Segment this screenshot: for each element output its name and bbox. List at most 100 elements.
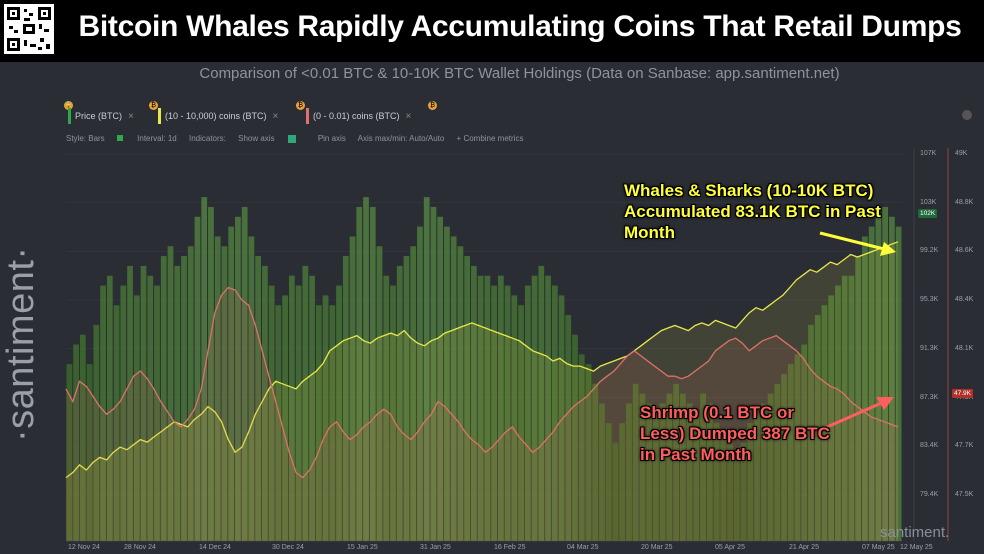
- legend-item-price[interactable]: Price (BTC) ×: [68, 108, 134, 124]
- show-axis-label: Show axis: [238, 134, 275, 143]
- price-bar: [403, 256, 410, 541]
- price-bar: [666, 393, 673, 541]
- interval-selector[interactable]: Interval: 1d: [137, 134, 177, 143]
- show-axis-toggle[interactable]: Show axis: [238, 134, 305, 143]
- x-tick-label: 12 Nov 24: [68, 544, 100, 551]
- price-bar: [626, 403, 632, 541]
- price-bar: [659, 403, 666, 541]
- page-title: Bitcoin Whales Rapidly Accumulating Coin…: [78, 10, 962, 43]
- price-bar: [646, 403, 653, 541]
- price-bar: [342, 256, 349, 541]
- shrimp-value-tag: 47.9K: [952, 389, 973, 398]
- price-bar: [322, 295, 329, 541]
- annotation-whales: Whales & Sharks (10-10K BTC) Accumulated…: [624, 181, 881, 242]
- shrimp-series-line: [65, 286, 899, 479]
- legend-item-shrimp[interactable]: (0 - 0.01) coins (BTC) ×: [306, 108, 411, 124]
- price-bar: [309, 275, 315, 541]
- y-right-tick-label: 48.6K: [955, 247, 974, 255]
- price-bar: [430, 206, 437, 541]
- close-icon[interactable]: ×: [272, 110, 279, 122]
- price-bar: [86, 364, 93, 541]
- price-bar: [814, 315, 821, 541]
- price-bar: [79, 334, 86, 541]
- style-selector[interactable]: Style: Bars: [66, 134, 105, 143]
- price-bar: [100, 285, 106, 541]
- price-bar: [855, 256, 862, 541]
- price-bar: [551, 285, 558, 541]
- price-bar: [578, 354, 585, 541]
- y-right-tick-label: 48.8K: [955, 198, 974, 206]
- close-icon[interactable]: ×: [128, 110, 134, 122]
- price-bar: [592, 383, 599, 541]
- legend-swatch: [158, 108, 161, 124]
- legend-item-whales[interactable]: (10 - 10,000) coins (BTC) ×: [158, 108, 278, 124]
- price-bar: [612, 442, 619, 541]
- price-bar: [423, 197, 430, 541]
- y-left-tick-label: 87.3K: [920, 393, 939, 401]
- x-tick-label: 15 Jan 25: [347, 544, 378, 551]
- coin-icon: ₿: [428, 101, 437, 110]
- price-bar: [477, 275, 484, 541]
- price-bar: [889, 216, 895, 541]
- chart-toolbar: Style: Bars Interval: 1d Indicators: Sho…: [66, 134, 533, 143]
- price-bar: [113, 305, 120, 541]
- price-bar: [572, 334, 578, 541]
- price-bar: [740, 442, 747, 541]
- price-bar: [484, 275, 491, 541]
- pin-axis-toggle[interactable]: Pin axis: [317, 134, 346, 143]
- price-bar: [66, 364, 73, 541]
- whales-arrow-shaft: [819, 231, 889, 252]
- x-tick-label: 16 Feb 25: [494, 544, 526, 551]
- price-bar: [835, 285, 841, 541]
- price-bar: [356, 206, 363, 541]
- indicators-selector[interactable]: Indicators:: [188, 134, 226, 143]
- close-icon[interactable]: ×: [405, 110, 412, 122]
- price-bar: [167, 246, 174, 541]
- x-tick-label: 04 Mar 25: [567, 544, 599, 551]
- price-bar: [781, 373, 787, 541]
- price-bar: [73, 344, 79, 541]
- combine-metrics-button[interactable]: + Combine metrics: [456, 134, 524, 143]
- y-right-tick-label: 49K: [955, 150, 968, 157]
- price-bar: [194, 216, 201, 541]
- price-value-tag: 102K: [918, 209, 938, 218]
- x-tick-label: 05 Apr 25: [715, 544, 745, 551]
- price-bar: [808, 324, 814, 541]
- price-bar: [457, 246, 464, 541]
- settings-icon[interactable]: [962, 110, 972, 120]
- annotation-shrimp: Shrimp (0.1 BTC or Less) Dumped 387 BTC …: [640, 403, 830, 464]
- price-bar: [693, 413, 700, 541]
- price-bar: [558, 295, 565, 541]
- axis-range-selector[interactable]: Axis max/min: Auto/Auto: [357, 134, 445, 143]
- price-bar: [444, 226, 450, 541]
- color-swatch[interactable]: [116, 135, 123, 141]
- price-bar: [241, 206, 248, 541]
- price-bar: [787, 364, 794, 541]
- price-bar: [700, 393, 706, 541]
- y-left-tick-label: 95.3K: [920, 296, 939, 304]
- price-bar: [282, 295, 288, 541]
- price-bar: [268, 285, 275, 541]
- price-bar: [262, 265, 268, 541]
- price-bar: [471, 265, 477, 541]
- price-bar: [329, 305, 336, 541]
- price-bar: [288, 275, 295, 541]
- price-bar: [410, 246, 417, 541]
- price-bar: [720, 432, 727, 541]
- price-bar: [376, 246, 383, 541]
- price-bar: [106, 275, 113, 541]
- price-bar: [147, 275, 154, 541]
- legend-label: Price (BTC): [75, 111, 122, 121]
- checkbox-icon[interactable]: [287, 134, 296, 143]
- price-bar: [315, 305, 322, 541]
- x-tick-label: 31 Jan 25: [420, 544, 451, 551]
- price-bar: [363, 197, 369, 541]
- x-tick-label: 14 Dec 24: [199, 544, 231, 551]
- price-bar: [491, 285, 497, 541]
- legend-label: (10 - 10,000) coins (BTC): [165, 111, 267, 121]
- price-bar: [639, 393, 646, 541]
- price-bar: [882, 206, 889, 541]
- price-bar: [706, 403, 713, 541]
- price-bar: [518, 305, 524, 541]
- whales-arrowhead: [880, 242, 896, 256]
